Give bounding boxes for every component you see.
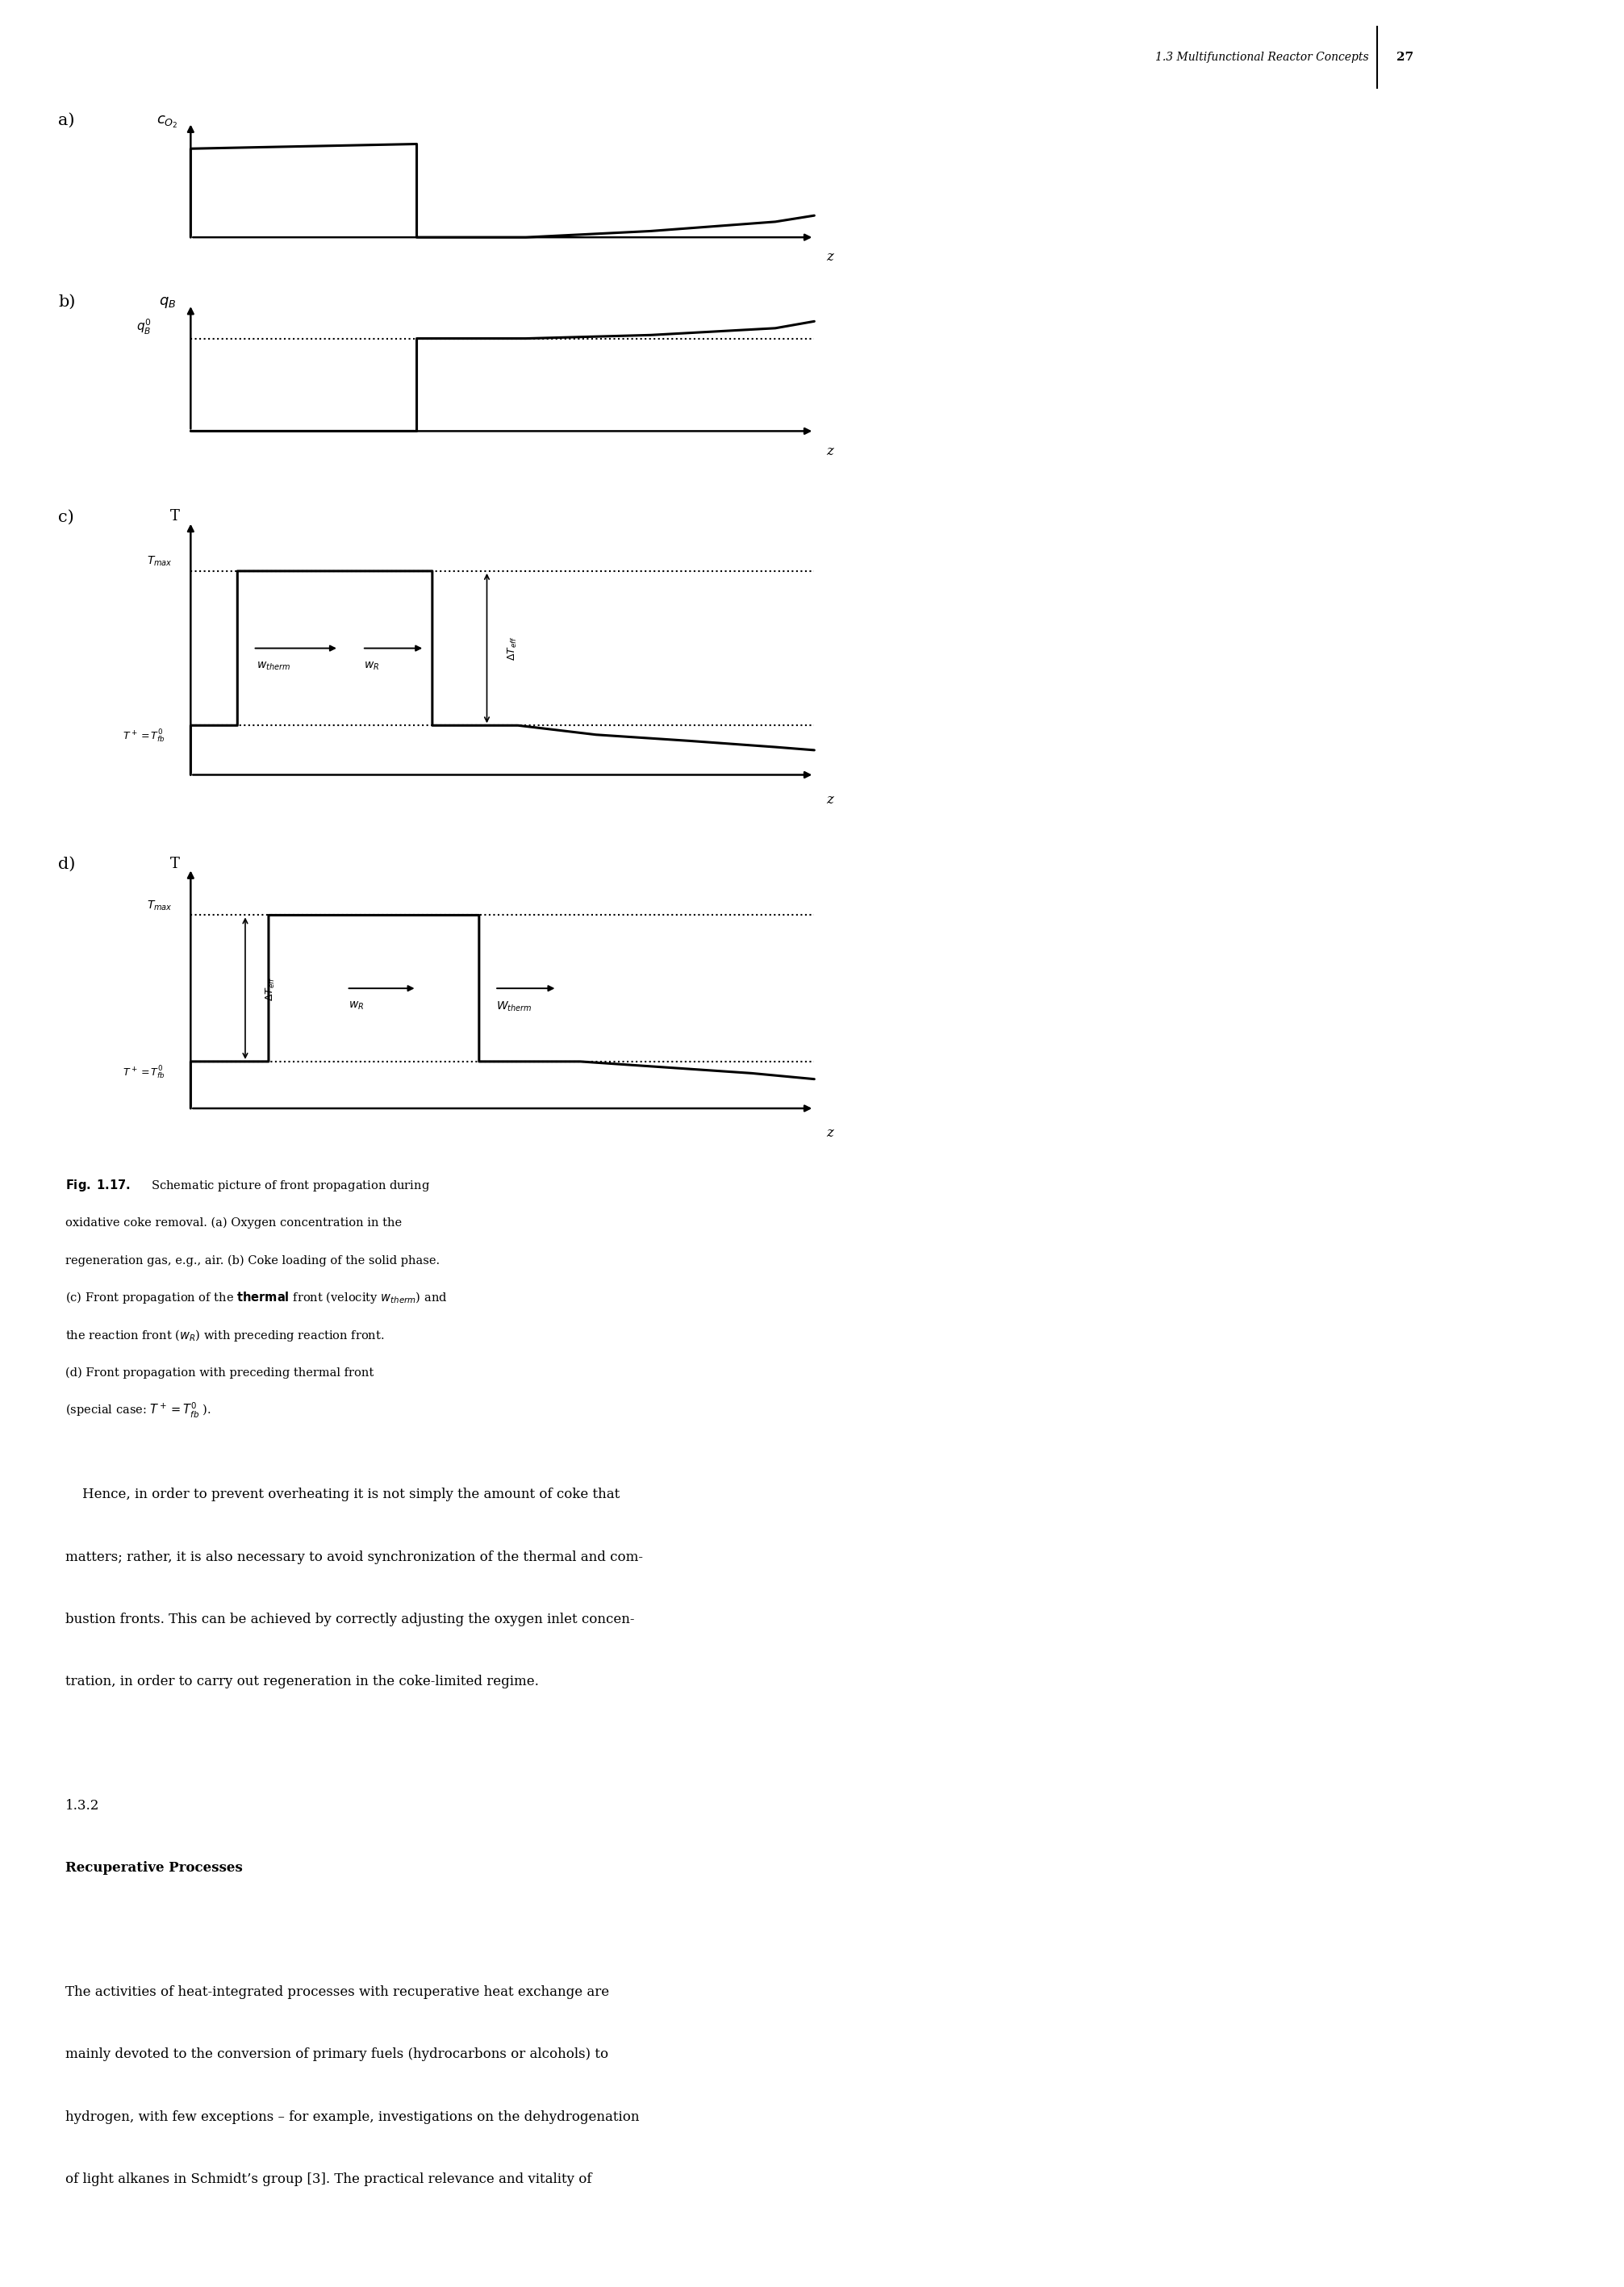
Text: c): c): [58, 510, 75, 524]
Text: 1.3.2: 1.3.2: [65, 1800, 99, 1814]
Text: regeneration gas, e.g., air. (b) Coke loading of the solid phase.: regeneration gas, e.g., air. (b) Coke lo…: [65, 1256, 440, 1267]
Text: bustion fronts. This can be achieved by correctly adjusting the oxygen inlet con: bustion fronts. This can be achieved by …: [65, 1612, 633, 1626]
Text: hydrogen, with few exceptions – for example, investigations on the dehydrogenati: hydrogen, with few exceptions – for exam…: [65, 2111, 638, 2125]
Text: $T^+=T^0_{fb}$: $T^+=T^0_{fb}$: [122, 730, 166, 746]
Text: z: z: [827, 249, 833, 263]
Text: Recuperative Processes: Recuperative Processes: [65, 1862, 242, 1875]
Text: $w_R$: $w_R$: [364, 661, 380, 672]
Text: $W_{therm}$: $W_{therm}$: [497, 999, 533, 1013]
Text: of light alkanes in Schmidt’s group [3]. The practical relevance and vitality of: of light alkanes in Schmidt’s group [3].…: [65, 2173, 591, 2186]
Text: The activities of heat-integrated processes with recuperative heat exchange are: The activities of heat-integrated proces…: [65, 1985, 609, 1999]
Text: d): d): [58, 858, 75, 871]
Text: $w_{therm}$: $w_{therm}$: [257, 661, 291, 672]
Text: $c_{O_2}$: $c_{O_2}$: [156, 114, 179, 130]
Text: b): b): [58, 293, 75, 309]
Text: a): a): [58, 112, 75, 128]
Text: $T^+=T^0_{fb}$: $T^+=T^0_{fb}$: [122, 1063, 166, 1082]
Text: (d) Front propagation with preceding thermal front: (d) Front propagation with preceding the…: [65, 1368, 374, 1379]
Text: $q_B^0$: $q_B^0$: [136, 318, 151, 336]
Text: z: z: [827, 1125, 833, 1139]
Text: (special case: $T^+ = T^0_{fb}$ ).: (special case: $T^+ = T^0_{fb}$ ).: [65, 1402, 211, 1420]
Text: (c) Front propagation of the $\mathbf{thermal}$ front (velocity $w_{therm}$) and: (c) Front propagation of the $\mathbf{th…: [65, 1290, 447, 1306]
Text: $w_R$: $w_R$: [348, 999, 364, 1011]
Text: $\Delta T_{eff}$: $\Delta T_{eff}$: [507, 636, 518, 661]
Text: tration, in order to carry out regeneration in the coke-limited regime.: tration, in order to carry out regenerat…: [65, 1674, 539, 1688]
Text: mainly devoted to the conversion of primary fuels (hydrocarbons or alcohols) to: mainly devoted to the conversion of prim…: [65, 2047, 607, 2061]
Text: 1.3 Multifunctional Reactor Concepts: 1.3 Multifunctional Reactor Concepts: [1156, 53, 1369, 62]
Text: $\mathbf{Fig.\ 1.17.}$     Schematic picture of front propagation during: $\mathbf{Fig.\ 1.17.}$ Schematic picture…: [65, 1178, 430, 1194]
Text: $T_{max}$: $T_{max}$: [146, 556, 172, 567]
Text: z: z: [827, 794, 833, 807]
Text: $q_B$: $q_B$: [159, 295, 175, 311]
Text: z: z: [827, 444, 833, 457]
Text: Hence, in order to prevent overheating it is not simply the amount of coke that: Hence, in order to prevent overheating i…: [65, 1489, 619, 1503]
Text: $\Delta T_{eff}$: $\Delta T_{eff}$: [265, 977, 278, 1002]
Text: matters; rather, it is also necessary to avoid synchronization of the thermal an: matters; rather, it is also necessary to…: [65, 1551, 643, 1564]
Text: 27: 27: [1397, 53, 1413, 62]
Text: T: T: [171, 510, 180, 524]
Text: $T_{max}$: $T_{max}$: [146, 899, 172, 913]
Text: T: T: [171, 858, 180, 871]
Text: oxidative coke removal. (a) Oxygen concentration in the: oxidative coke removal. (a) Oxygen conce…: [65, 1217, 401, 1228]
Text: the reaction front ($w_R$) with preceding reaction front.: the reaction front ($w_R$) with precedin…: [65, 1329, 383, 1342]
